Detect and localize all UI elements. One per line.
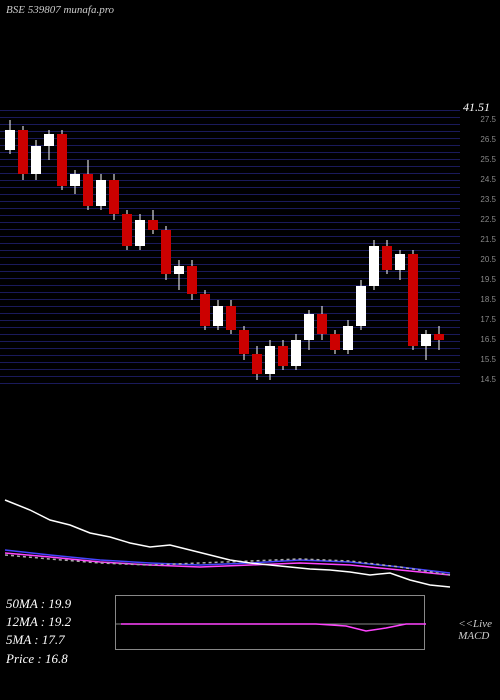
ma50-value: 19.9 bbox=[48, 596, 71, 611]
info-box: 50MA : 19.9 12MA : 19.2 5MA : 17.7 Price… bbox=[6, 595, 71, 668]
macd-lines bbox=[116, 596, 426, 651]
macd-prefix: <<Live bbox=[458, 618, 492, 630]
ma50-row: 50MA : 19.9 bbox=[6, 595, 71, 613]
macd-text: MACD bbox=[458, 630, 489, 642]
ma12-label: 12MA : bbox=[6, 614, 48, 629]
macd-label: <<Live MACD bbox=[458, 618, 492, 642]
candlestick-chart bbox=[0, 110, 460, 390]
indicator-chart bbox=[0, 485, 460, 605]
price-axis-labels: 27.526.525.524.523.522.521.520.519.518.5… bbox=[460, 110, 498, 390]
ma12-row: 12MA : 19.2 bbox=[6, 613, 71, 631]
ma5-row: 5MA : 17.7 bbox=[6, 631, 71, 649]
ma5-value: 17.7 bbox=[42, 632, 65, 647]
chart-header: BSE 539807 munafa.pro bbox=[6, 4, 114, 16]
ma50-label: 50MA : bbox=[6, 596, 48, 611]
macd-chart bbox=[115, 595, 425, 650]
header-title: BSE 539807 munafa.pro bbox=[6, 4, 114, 16]
price-label: Price : bbox=[6, 651, 45, 666]
price-row: Price : 16.8 bbox=[6, 650, 71, 668]
candles-container bbox=[0, 110, 460, 390]
price-value: 16.8 bbox=[45, 651, 68, 666]
indicator-lines bbox=[0, 485, 460, 605]
ma12-value: 19.2 bbox=[48, 614, 71, 629]
ma5-label: 5MA : bbox=[6, 632, 42, 647]
